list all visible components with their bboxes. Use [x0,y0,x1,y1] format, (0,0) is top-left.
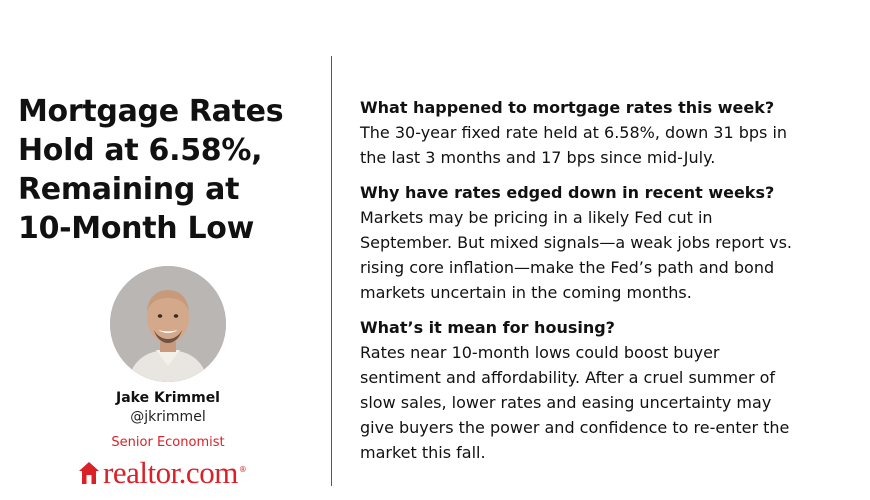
question-heading: Why have rates edged down in recent week… [360,183,775,202]
headline-line: Remaining at [18,172,240,207]
headline-line: Hold at 6.58%, [18,133,263,168]
headline: Mortgage Rates Hold at 6.58%, Remaining … [18,92,284,248]
answer-line: September. But mixed signals—a weak jobs… [360,233,793,252]
left-panel: Mortgage Rates Hold at 6.58%, Remaining … [0,0,330,500]
answer-line: rising core inflation—make the Fed’s pat… [360,258,775,277]
answer-line: Markets may be pricing in a likely Fed c… [360,208,713,227]
answer-text: Markets may be pricing in a likely Fed c… [360,205,855,305]
question-heading: What happened to mortgage rates this wee… [360,98,775,117]
answer-line: sentiment and affordability. After a cru… [360,368,776,387]
answer-text: The 30-year fixed rate held at 6.58%, do… [360,120,855,170]
brand-logo: realtor.com ® [78,455,268,491]
author-avatar [110,266,226,382]
author-photo-icon [110,266,226,382]
headline-line: Mortgage Rates [18,94,284,129]
answer-line: the last 3 months and 17 bps since mid-J… [360,148,716,167]
brand-name: realtor.com [103,455,238,490]
brand-trademark: ® [238,465,247,474]
qa-panel: What happened to mortgage rates this wee… [360,96,855,476]
answer-line: give buyers the power and confidence to … [360,418,790,437]
answer-text: Rates near 10-month lows could boost buy… [360,340,855,465]
answer-line: Rates near 10-month lows could boost buy… [360,343,720,362]
author-handle: @jkrimmel [130,409,206,425]
answer-line: slow sales, lower rates and easing uncer… [360,393,772,412]
qa-block: Why have rates edged down in recent week… [360,181,855,305]
headline-line: 10-Month Low [18,211,255,246]
answer-line: market this fall. [360,443,486,462]
author-title: Senior Economist [111,435,225,450]
author-name: Jake Krimmel [116,390,220,406]
qa-block: What happened to mortgage rates this wee… [360,96,855,170]
house-icon [78,461,100,485]
question-heading: What’s it mean for housing? [360,318,615,337]
vertical-divider [331,56,332,486]
answer-line: markets uncertain in the coming months. [360,283,692,302]
qa-block: What’s it mean for housing? Rates near 1… [360,316,855,465]
answer-line: The 30-year fixed rate held at 6.58%, do… [360,123,788,142]
